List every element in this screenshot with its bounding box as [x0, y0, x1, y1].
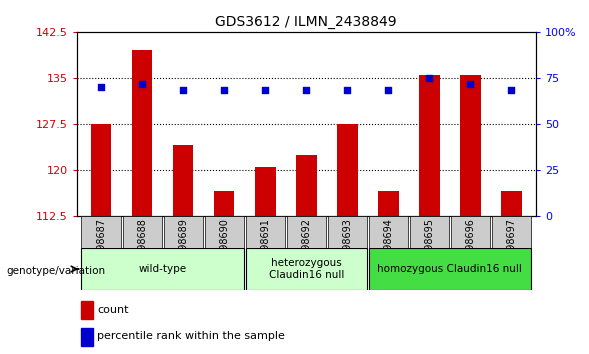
Point — [137, 81, 147, 87]
Text: percentile rank within the sample: percentile rank within the sample — [97, 331, 285, 341]
Point — [425, 75, 434, 81]
Point — [383, 87, 393, 93]
Bar — [173, 145, 193, 216]
Text: GSM498693: GSM498693 — [342, 218, 352, 278]
Bar — [132, 50, 153, 216]
Point — [260, 87, 270, 93]
Bar — [369, 248, 531, 290]
Text: GSM498687: GSM498687 — [96, 218, 106, 278]
Text: GSM498690: GSM498690 — [219, 218, 229, 278]
Bar — [369, 216, 408, 248]
Bar — [337, 124, 358, 216]
Point — [220, 87, 229, 93]
Text: GSM498688: GSM498688 — [137, 218, 147, 278]
Bar — [81, 328, 92, 346]
Bar — [164, 216, 203, 248]
Point — [343, 87, 352, 93]
Bar — [460, 75, 481, 216]
Bar — [246, 216, 285, 248]
Point — [466, 81, 475, 87]
Text: GSM498697: GSM498697 — [507, 218, 517, 278]
Text: wild-type: wild-type — [138, 264, 187, 274]
Text: genotype/variation: genotype/variation — [6, 266, 105, 276]
Bar — [81, 301, 92, 319]
Text: GSM498691: GSM498691 — [260, 218, 270, 278]
Text: heterozygous
Claudin16 null: heterozygous Claudin16 null — [269, 258, 344, 280]
Bar — [81, 216, 121, 248]
Text: GSM498696: GSM498696 — [465, 218, 475, 278]
Text: GSM498695: GSM498695 — [424, 218, 434, 278]
Bar — [451, 216, 490, 248]
Title: GDS3612 / ILMN_2438849: GDS3612 / ILMN_2438849 — [216, 16, 397, 29]
Bar — [419, 75, 439, 216]
Point — [97, 84, 106, 90]
Point — [302, 87, 311, 93]
Point — [507, 87, 516, 93]
Bar — [296, 155, 316, 216]
Bar — [123, 216, 162, 248]
Bar — [501, 192, 522, 216]
Bar — [327, 216, 367, 248]
Bar — [91, 124, 111, 216]
Text: GSM498689: GSM498689 — [178, 218, 188, 278]
Text: count: count — [97, 305, 129, 315]
Bar — [492, 216, 531, 248]
Text: GSM498692: GSM498692 — [302, 218, 311, 278]
Bar — [204, 216, 244, 248]
Bar — [81, 248, 244, 290]
Text: GSM498694: GSM498694 — [383, 218, 393, 278]
Bar — [255, 167, 276, 216]
Bar — [287, 216, 326, 248]
Bar — [246, 248, 367, 290]
Bar — [378, 192, 399, 216]
Point — [178, 87, 188, 93]
Bar — [410, 216, 449, 248]
Bar — [214, 192, 234, 216]
Text: homozygous Claudin16 null: homozygous Claudin16 null — [378, 264, 522, 274]
